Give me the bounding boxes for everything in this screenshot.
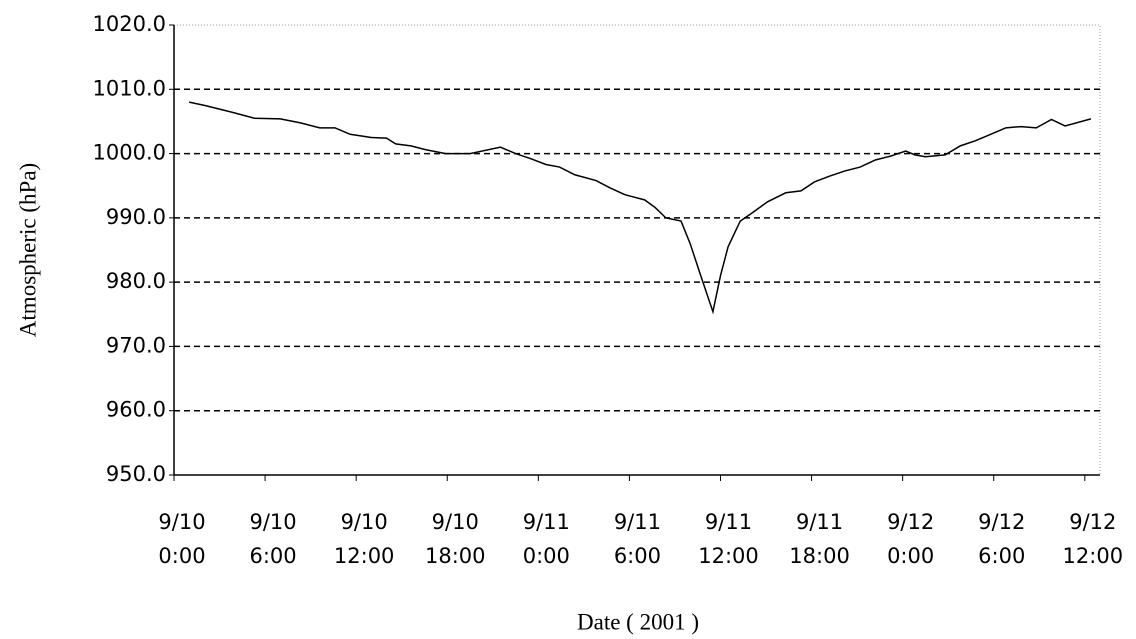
x-tick-label: 9/12 12:00 xyxy=(1063,510,1124,568)
plot-frame xyxy=(173,24,1101,476)
x-tick-label: 9/10 12:00 xyxy=(334,510,395,568)
data-line xyxy=(189,101,1092,315)
y-tick-label: 950.0 xyxy=(106,462,166,486)
x-tick-label: 9/12 6:00 xyxy=(978,510,1025,568)
x-tick-label: 9/11 18:00 xyxy=(789,510,850,568)
x-tick-label: 9/11 0:00 xyxy=(523,510,570,568)
x-tick-label: 9/11 12:00 xyxy=(698,510,759,568)
y-tick-label: 960.0 xyxy=(106,398,166,422)
x-tick-label: 9/10 6:00 xyxy=(249,510,296,568)
y-tick-label: 1010.0 xyxy=(93,76,166,100)
y-tick-label: 980.0 xyxy=(106,269,166,293)
x-tick-label: 9/12 0:00 xyxy=(887,510,934,568)
y-tick-label: 990.0 xyxy=(106,205,166,229)
y-tick-label: 1000.0 xyxy=(93,141,166,165)
y-tick-label: 970.0 xyxy=(106,333,166,357)
x-tick-label: 9/10 18:00 xyxy=(425,510,486,568)
y-tick-label: 1020.0 xyxy=(93,12,166,36)
y-axis-label: Atmospheric (hPa) xyxy=(15,163,40,337)
x-tick-label: 9/10 0:00 xyxy=(158,510,205,568)
x-axis-label: Date ( 2001 ) xyxy=(577,609,699,634)
x-tick-label: 9/11 6:00 xyxy=(614,510,661,568)
